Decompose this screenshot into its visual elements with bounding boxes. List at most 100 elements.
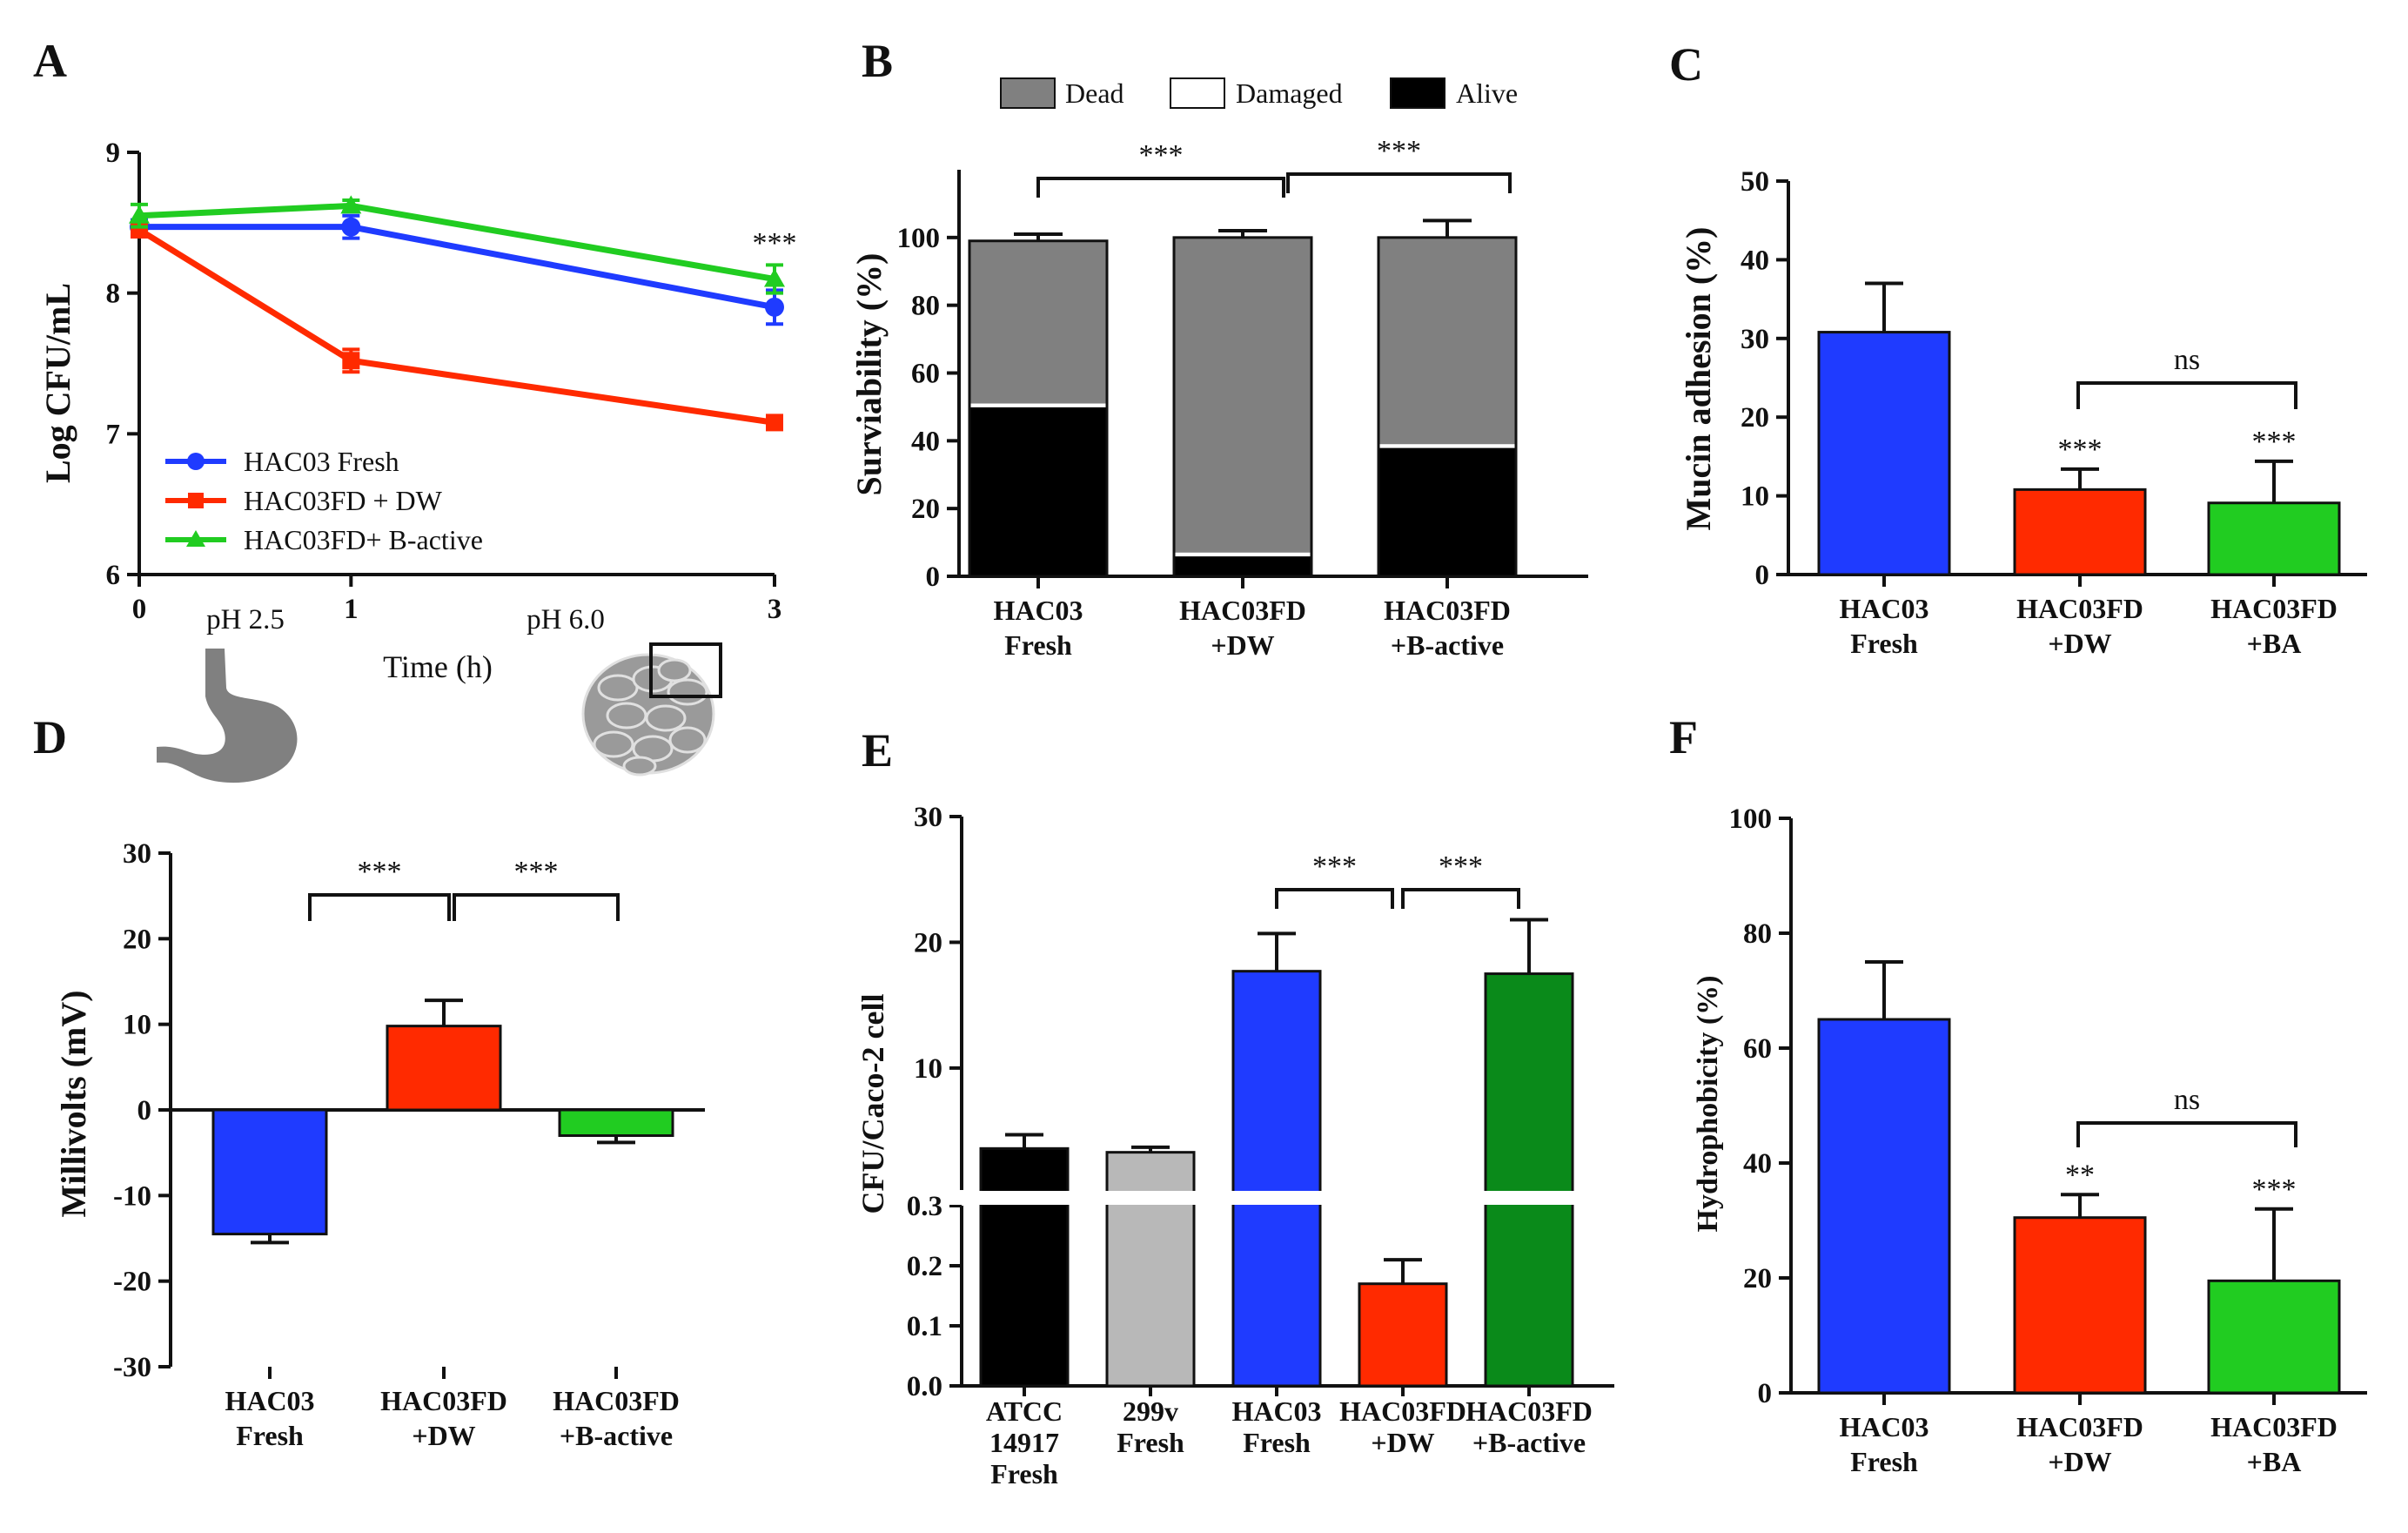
legend-marker: [187, 453, 205, 470]
panel-f-bar-1: [2013, 1216, 2147, 1395]
series-line-0: [139, 224, 775, 311]
panel-f-cat-label-1: HAC03FD: [2016, 1411, 2143, 1442]
panel-c-ytick-label: 30: [1741, 324, 1769, 355]
panel-b-segment-alive: [1378, 447, 1516, 576]
legend-entry: HAC03FD + DW: [244, 485, 443, 516]
panel-d-cat-label-2: +B-active: [560, 1420, 673, 1451]
panel-e-bracket: [1275, 888, 1394, 909]
panel-b-cat-label: +B-active: [1391, 629, 1504, 661]
panel-d-cat-label-1: HAC03FD: [380, 1385, 507, 1416]
legend-entry: HAC03FD+ B-active: [244, 524, 483, 555]
panel-d-bar-2: [558, 1108, 674, 1137]
panel-d-cat-label-0: HAC03: [225, 1385, 314, 1416]
legend-entry: HAC03 Fresh: [244, 446, 399, 477]
panel-d-bar-1: [386, 1025, 502, 1112]
panel-d-cat-label-2: HAC03FD: [553, 1385, 680, 1416]
panel-c-cat-label-2: HAC03FD: [2210, 593, 2338, 624]
panel-a-ytick-label: 9: [106, 138, 121, 169]
panel-letter-d: D: [33, 711, 67, 763]
plot-layer: 6 7 8 9 0 1 3 HAC03 Fresh HAC03FD + DW HAC03FD+ B…: [106, 77, 2367, 1489]
panel-d-ytick-label: 0: [138, 1095, 152, 1126]
panel-e-bracket-label: ***: [1439, 851, 1483, 883]
panel-f-bar-0: [1817, 1018, 1951, 1395]
data-point: [340, 195, 362, 214]
panel-letter-e: E: [862, 724, 893, 777]
panel-letter-a: A: [33, 35, 67, 87]
panel-f-cat-label-1: +DW: [2048, 1446, 2111, 1477]
panel-e-bar-2: [1231, 970, 1322, 1388]
panel-e-axis-break: [944, 1191, 1632, 1205]
panel-c-ytick-label: 10: [1741, 481, 1769, 513]
panel-e-cat-label-3: HAC03FD: [1339, 1395, 1466, 1427]
panel-d-ytick-label: -10: [113, 1180, 151, 1212]
panel-b-segment-damaged: [1378, 443, 1517, 448]
panel-c-bar-2: [2207, 501, 2341, 576]
panel-b-segment-dead: [969, 240, 1107, 404]
panel-b-segment-dead: [1378, 237, 1516, 445]
panel-letter-c: C: [1669, 38, 1703, 91]
panel-b-segment-dead: [1174, 237, 1311, 553]
ph-label-intestine: pH 6.0: [527, 604, 605, 635]
panel-letter-f: F: [1669, 711, 1698, 763]
panel-c-star-1: ***: [2058, 434, 2103, 466]
panel-b-ytick-label: 20: [911, 494, 940, 525]
panel-e-ytick-label: 0.1: [907, 1311, 942, 1342]
panel-d-ytick-label: 30: [123, 838, 151, 870]
panel-f-ylabel: Hydrophobicity (%): [1692, 975, 1724, 1232]
panel-d-ytick-label: -30: [113, 1352, 151, 1383]
legend-swatch-2: [1390, 77, 1445, 109]
panel-b-bracket: [1286, 172, 1512, 193]
panel-f-bar-2: [2207, 1279, 2341, 1395]
legend-marker: [188, 493, 204, 508]
data-point: [129, 205, 150, 224]
panel-e-bar-3: [1358, 1282, 1448, 1388]
panel-b-cat-label: +DW: [1211, 629, 1274, 661]
panel-f-bracket: [2076, 1121, 2297, 1147]
panel-a-significance: ***: [753, 227, 797, 259]
panel-c-ytick-label: 20: [1741, 402, 1769, 434]
stomach-icon: [157, 649, 298, 783]
panel-e-cat-label-2: HAC03: [1231, 1395, 1321, 1427]
panel-b-segment-alive: [1174, 555, 1311, 576]
panel-c-star-2: ***: [2252, 426, 2297, 458]
panel-e-ylabel: CFU/Caco-2 cell: [855, 994, 890, 1214]
panel-f-ytick-label: 100: [1729, 803, 1773, 835]
panel-d-bar-0: [211, 1108, 328, 1236]
panel-c-ytick-label: 50: [1741, 166, 1769, 198]
data-point: [764, 268, 785, 287]
panel-a-ylabel: Log CFU/mL: [38, 283, 77, 483]
panel-d-ytick-label: 20: [123, 924, 151, 955]
panel-letter-b: B: [862, 35, 893, 87]
panel-d-ytick-label: 10: [123, 1010, 151, 1041]
panel-f-ytick-label: 60: [1743, 1033, 1772, 1065]
panel-c-ytick-label: 40: [1741, 245, 1769, 276]
panel-e-cat-label-4: +B-active: [1472, 1427, 1586, 1458]
panel-b-bracket-label: ***: [1377, 135, 1421, 167]
panel-b-segment-alive: [969, 407, 1107, 576]
panel-b-cat-label: Fresh: [1004, 629, 1072, 661]
panel-a-ytick-label: 8: [106, 279, 121, 310]
panel-d-ytick-label: -20: [113, 1267, 151, 1298]
panel-b-ylabel: Surviability (%): [849, 253, 889, 496]
panel-b-cat-label: HAC03FD: [1179, 595, 1306, 626]
ph-label-stomach: pH 2.5: [206, 604, 285, 635]
intestine-icon: [581, 653, 715, 777]
series-line-1: [138, 226, 775, 426]
panel-f-ytick-label: 20: [1743, 1263, 1772, 1294]
panel-e-ytick-label: 0.3: [907, 1191, 942, 1222]
panel-e-bar-0: [979, 1146, 1070, 1388]
panel-f-cat-label-0: Fresh: [1850, 1446, 1918, 1477]
panel-c-bracket-label: ns: [2174, 344, 2200, 376]
panel-e-cat-label-0: Fresh: [990, 1458, 1058, 1489]
panel-f-cat-label-2: +BA: [2247, 1446, 2302, 1477]
panel-c-ylabel: Mucin adhesion (%): [1679, 227, 1718, 531]
panel-a-ytick-label: 7: [106, 419, 121, 450]
panel-f-cat-label-0: HAC03: [1839, 1411, 1928, 1442]
panel-d-bracket-label: ***: [514, 856, 559, 888]
panel-c-cat-label-1: +DW: [2048, 628, 2111, 659]
panel-e-cat-label-1: 299v: [1123, 1395, 1178, 1427]
legend-label-alive: Alive: [1456, 77, 1518, 109]
panel-b-ytick-label: 40: [911, 426, 940, 457]
panel-e-ytick-label: 30: [914, 802, 942, 833]
